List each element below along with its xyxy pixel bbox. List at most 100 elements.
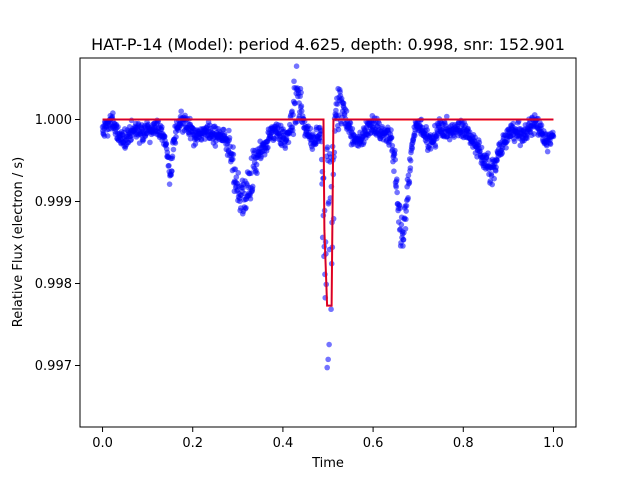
- data-point: [398, 221, 405, 228]
- data-point: [192, 141, 199, 147]
- data-point: [230, 144, 236, 150]
- data-point: [307, 125, 314, 132]
- x-axis-label: Time: [311, 456, 344, 471]
- data-point: [349, 125, 356, 132]
- data-point: [389, 142, 396, 149]
- data-point: [265, 144, 271, 151]
- data-point: [392, 156, 399, 163]
- data-point: [376, 120, 382, 127]
- data-point: [173, 134, 179, 140]
- y-tick-label: 1.000: [35, 113, 72, 128]
- data-point: [291, 78, 297, 85]
- data-point: [388, 127, 394, 133]
- data-point: [335, 126, 342, 133]
- data-point: [409, 145, 416, 151]
- data-point: [169, 153, 176, 160]
- data-point: [325, 356, 331, 363]
- data-point: [147, 139, 153, 146]
- chart-title: HAT-P-14 (Model): period 4.625, depth: 0…: [91, 35, 565, 54]
- data-point: [233, 174, 240, 180]
- data-point: [298, 89, 304, 96]
- plot-frame: [79, 57, 577, 428]
- data-point: [254, 170, 260, 177]
- data-point: [328, 306, 334, 313]
- data-point: [446, 136, 453, 143]
- data-point: [318, 128, 324, 134]
- data-point: [433, 135, 440, 142]
- data-point: [159, 124, 165, 130]
- x-tick-label: 1.0: [543, 436, 564, 451]
- data-point: [407, 165, 414, 171]
- data-point: [253, 161, 260, 168]
- data-point: [485, 150, 491, 156]
- data-point: [400, 243, 406, 249]
- data-point: [161, 133, 168, 140]
- data-point: [494, 157, 500, 164]
- data-point: [285, 139, 292, 146]
- data-point: [392, 147, 398, 154]
- data-point: [298, 108, 305, 114]
- data-point: [524, 135, 530, 142]
- data-point: [243, 205, 249, 211]
- y-tick-label: 0.997: [35, 359, 72, 374]
- data-point: [166, 162, 172, 169]
- data-point: [412, 132, 418, 139]
- data-point: [249, 183, 256, 190]
- x-tick-label: 0.2: [182, 436, 203, 451]
- data-point: [235, 170, 242, 176]
- data-point: [427, 146, 434, 152]
- data-point: [170, 146, 177, 153]
- data-point: [394, 189, 400, 196]
- data-point: [169, 168, 175, 174]
- data-point: [499, 150, 506, 156]
- y-tick-label: 0.998: [35, 277, 72, 292]
- data-point: [115, 124, 121, 130]
- data-point: [292, 100, 298, 106]
- data-point: [403, 208, 409, 214]
- data-point: [247, 195, 254, 202]
- data-point: [298, 103, 305, 109]
- data-point: [178, 108, 184, 115]
- data-point: [110, 110, 116, 116]
- data-point: [407, 157, 414, 164]
- data-point: [282, 145, 289, 151]
- data-point: [248, 170, 254, 176]
- data-point: [230, 151, 237, 158]
- data-point: [503, 145, 509, 151]
- data-point: [531, 131, 537, 137]
- data-point: [226, 127, 232, 134]
- data-point: [400, 236, 407, 243]
- data-point: [511, 138, 518, 145]
- data-point: [340, 100, 347, 107]
- model-series-overlay: [102, 119, 554, 307]
- data-point: [403, 216, 409, 223]
- data-point: [510, 120, 516, 127]
- data-point: [538, 122, 545, 129]
- data-point: [172, 140, 179, 146]
- data-point: [128, 136, 135, 143]
- data-point: [393, 184, 399, 190]
- data-point: [347, 120, 354, 126]
- data-point: [403, 202, 410, 209]
- model-line: [102, 118, 554, 307]
- data-point: [212, 143, 219, 149]
- x-tick-label: 0.4: [273, 436, 294, 451]
- data-point: [405, 172, 412, 179]
- data-point: [388, 134, 395, 141]
- data-point: [166, 181, 173, 187]
- x-tick-label: 0.0: [92, 436, 113, 451]
- data-point: [544, 148, 551, 155]
- data-point: [476, 139, 483, 146]
- data-point: [293, 63, 300, 69]
- data-point: [324, 364, 330, 371]
- data-point: [517, 142, 524, 149]
- data-point: [104, 133, 111, 139]
- data-point: [326, 341, 332, 348]
- data-point: [394, 176, 400, 182]
- data-point: [406, 179, 413, 186]
- data-point: [493, 164, 499, 171]
- data-point: [550, 133, 557, 140]
- y-tick-label: 0.999: [35, 195, 72, 210]
